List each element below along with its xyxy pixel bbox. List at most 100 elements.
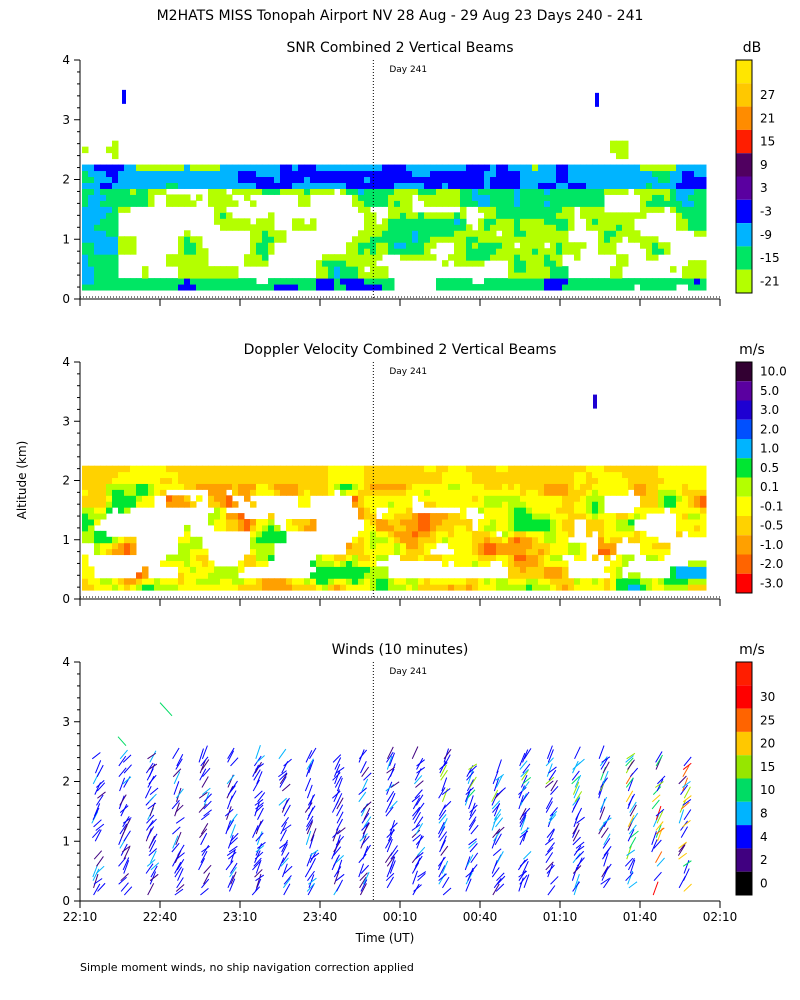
velocity-cell [88,507,95,514]
velocity-cell [574,554,581,561]
snr-cell [562,266,569,273]
velocity-cell [328,572,335,579]
snr-cell [106,230,113,237]
wind-barb [305,763,312,777]
snr-cell [370,260,377,267]
snr-cell [454,170,461,178]
snr-cell [514,200,521,207]
snr-cell [472,254,479,261]
snr-cell [694,194,701,201]
snr-cell [262,224,269,231]
snr-cell [550,176,557,183]
velocity-cell [280,465,287,473]
snr-cell [172,254,179,261]
velocity-cell [562,578,569,585]
velocity-cell [406,548,413,556]
wind-barb [177,868,184,881]
wind-barb [575,845,585,853]
velocity-cell [574,548,581,556]
velocity-cell [382,471,389,479]
wind-barb [308,759,315,774]
snr-cell [220,188,227,195]
winds-xtick-label: 02:10 [703,910,738,924]
snr-cell [676,170,683,178]
snr-cell [274,182,281,189]
snr-cell [520,182,527,189]
velocity-cell [496,471,503,479]
velocity-cell [220,483,227,490]
velocity-cell [436,489,443,496]
wind-barb [200,823,209,835]
velocity-cell [208,483,215,490]
snr-cell [526,194,533,201]
velocity-cell [328,566,335,573]
snr-cell [382,248,389,255]
snr-cell [466,236,473,243]
wind-barb [523,874,530,889]
snr-cell [682,272,689,279]
velocity-cell [586,578,593,585]
velocity-cell [484,548,491,556]
velocity-cell [298,519,305,526]
velocity-cell [460,524,467,532]
velocity-cell [538,554,545,561]
snr-cell [544,248,551,255]
velocity-cell [208,566,215,573]
wind-barb [655,824,662,838]
wind-barb [657,775,666,785]
velocity-cell [208,465,215,473]
velocity-cell [460,548,467,556]
velocity-cell [604,578,611,585]
wind-barb [363,844,371,856]
velocity-cell [688,560,695,567]
velocity-cell [106,548,113,556]
velocity-cell [268,548,275,556]
velocity-cell [94,584,101,591]
wind-barb [227,875,234,889]
velocity-cell [388,477,395,484]
wind-barb [602,761,610,774]
velocity-cell [424,471,431,479]
velocity-cell [310,560,317,567]
wind-barb [279,776,287,788]
velocity-cell [418,471,425,479]
velocity-cell [466,530,473,538]
snr-cell [574,176,581,183]
velocity-cell [568,513,575,520]
snr-cell [526,206,533,213]
snr-cell [202,266,209,273]
velocity-cell [232,566,239,573]
snr-cell [334,278,341,285]
snr-cell [106,278,113,285]
velocity-cell [574,489,581,496]
velocity-cell [616,489,623,496]
snr-cell [442,230,449,237]
velocity-cell [166,495,173,502]
snr-cell [544,218,551,225]
snr-cell [610,140,617,148]
snr-cell [532,266,539,273]
snr-cell [694,230,701,237]
velocity-cell [346,584,353,591]
snr-cell [406,200,413,207]
snr-cell [484,236,491,243]
wind-barb [468,765,478,774]
wind-barb [252,861,261,871]
velocity-cell [322,572,329,579]
snr-cell [532,218,539,225]
snr-cell [544,230,551,237]
snr-cell [436,212,443,219]
velocity-cell [448,554,455,561]
snr-cell [184,272,191,279]
snr-cell [370,182,377,189]
velocity-cell [280,489,287,496]
velocity-cell [472,584,479,591]
snr-cell [418,164,425,172]
velocity-cell [544,584,551,591]
velocity-cell [682,501,689,508]
snr-cell [502,206,509,213]
wind-barb [360,879,368,892]
snr-cell [646,170,653,178]
velocity-cell [478,542,485,550]
